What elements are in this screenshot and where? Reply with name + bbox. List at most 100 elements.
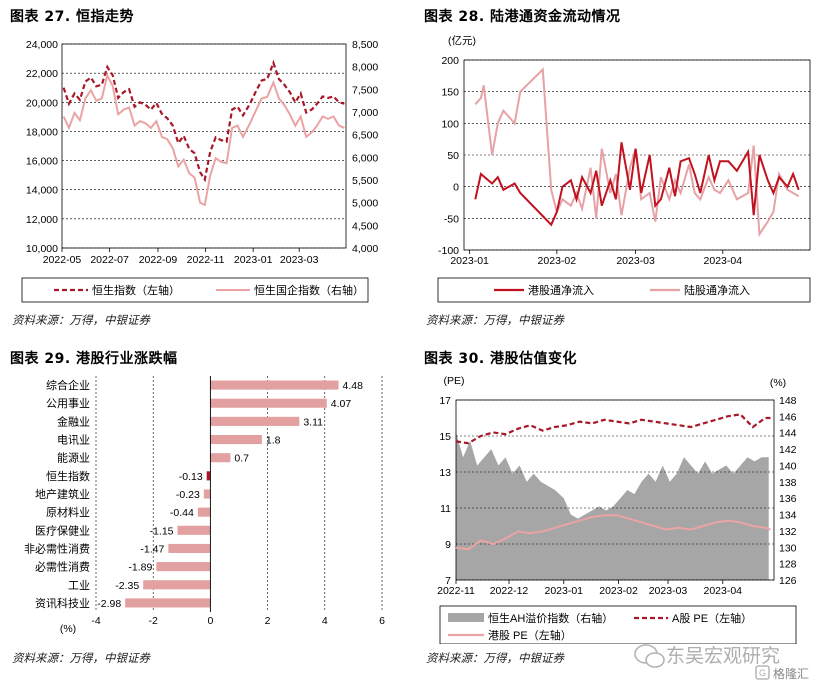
bar bbox=[156, 562, 211, 572]
y-right-tick-label: 5,000 bbox=[352, 198, 378, 210]
y-left-tick-label: 24,000 bbox=[26, 39, 58, 51]
x-tick-label: 2022-11 bbox=[437, 585, 475, 597]
x-tick-label: 2023-04 bbox=[704, 255, 743, 267]
y-right-tick-label: 144 bbox=[779, 428, 797, 440]
x-tick-label: 2023-02 bbox=[538, 255, 577, 267]
chart28-title: 图表 28. 陆港通资金流动情况 bbox=[424, 9, 621, 25]
x-tick-label: 2022-11 bbox=[187, 254, 225, 266]
y-left-tick-label: 14,000 bbox=[26, 185, 58, 197]
category-label: 必需性消费 bbox=[35, 560, 90, 574]
x-tick-label: 4 bbox=[322, 615, 328, 627]
bar bbox=[177, 525, 211, 535]
y-left-tick-label: 7 bbox=[445, 575, 451, 587]
chart29-title: 图表 29. 港股行业涨跌幅 bbox=[10, 351, 178, 367]
y-right-tick-label: 8,000 bbox=[352, 62, 378, 74]
y-left-tick-label: 20,000 bbox=[26, 97, 58, 109]
chart28-connect-flows: (亿元) -100 -50 0 50 100 150 200 2023-01 2023-02 202… bbox=[437, 34, 811, 303]
series-ah-premium-area bbox=[456, 432, 769, 580]
y-tick-label: 200 bbox=[441, 55, 459, 67]
bar bbox=[206, 471, 211, 481]
value-label: 1.8 bbox=[266, 435, 281, 447]
x-tick-label: 2022-09 bbox=[139, 254, 178, 266]
value-label: 0.7 bbox=[234, 453, 249, 465]
watermark-brand: 格隆汇 bbox=[773, 666, 809, 681]
y-left-tick-label: 22,000 bbox=[26, 68, 58, 80]
y-tick-label: 50 bbox=[447, 150, 459, 162]
category-label: 原材料业 bbox=[46, 505, 90, 519]
bar bbox=[168, 543, 211, 553]
y-right-tick-label: 8,500 bbox=[352, 39, 378, 51]
category-label: 能源业 bbox=[57, 451, 90, 465]
chart30-title: 图表 30. 港股估值变化 bbox=[424, 351, 578, 367]
y-right-tick-label: 130 bbox=[779, 542, 797, 554]
x-unit-label: (%) bbox=[60, 623, 76, 635]
x-tick-label: 2023-04 bbox=[703, 585, 742, 597]
bar bbox=[125, 598, 211, 608]
chart28-frame: (亿元) -100 -50 0 50 100 150 200 2023-01 2023-02 202… bbox=[420, 30, 828, 310]
legend-label-hsi: 恒生指数（左轴） bbox=[92, 283, 180, 297]
plot-frame bbox=[455, 399, 775, 581]
glh-logo-icon: G bbox=[755, 665, 770, 680]
legend-label-a-pe: A股 PE（左轴） bbox=[672, 611, 752, 625]
y-right-tick-label: 138 bbox=[779, 477, 797, 489]
bar bbox=[210, 453, 231, 463]
bar bbox=[203, 489, 211, 499]
category-label: 公用事业 bbox=[46, 397, 90, 410]
x-tick-label: 0 bbox=[207, 615, 213, 627]
chart27-title: 图表 27. 恒指走势 bbox=[10, 9, 135, 25]
value-label: -0.44 bbox=[170, 507, 194, 519]
y-left-tick-label: 15 bbox=[439, 431, 451, 443]
chart30-frame: (PE) (%) 7 9 11 13 15 17 126 128 130 132 134 136 138 14… bbox=[420, 370, 828, 645]
y-right-tick-label: 136 bbox=[779, 493, 797, 505]
plot-frame bbox=[463, 59, 811, 251]
category-label: 医疗保健业 bbox=[35, 523, 90, 537]
category-label: 电讯业 bbox=[57, 434, 90, 447]
value-label: -2.98 bbox=[97, 598, 121, 610]
y-left-unit-label: (PE) bbox=[444, 375, 465, 387]
value-label: 4.48 bbox=[343, 380, 364, 392]
value-label: 4.07 bbox=[331, 398, 352, 410]
x-tick-label: 2023-03 bbox=[616, 255, 655, 267]
y-right-tick-label: 7,500 bbox=[352, 84, 378, 96]
chart29-frame: -4 -2 0 2 4 6 (%) 综合企业 4.48 公用事业 4.07 金融业 3.11 电讯业 1.8… bbox=[6, 370, 398, 644]
legend-label-southbound: 港股通净流入 bbox=[528, 283, 594, 297]
bar bbox=[210, 435, 262, 445]
y-right-unit-label: (%) bbox=[770, 377, 786, 389]
legend-box bbox=[439, 605, 797, 645]
plot-frame bbox=[61, 43, 347, 249]
legend-box bbox=[437, 277, 811, 303]
category-label: 地产建筑业 bbox=[35, 487, 90, 501]
legend-swatch-ah bbox=[448, 613, 484, 622]
y-left-tick-label: 11 bbox=[440, 503, 451, 515]
chart30-valuation: (PE) (%) 7 9 11 13 15 17 126 128 130 132 134 136 138 14… bbox=[437, 375, 797, 645]
x-tick-label: -4 bbox=[91, 615, 100, 627]
y-left-tick-label: 10,000 bbox=[26, 243, 58, 255]
x-tick-label: 2023-01 bbox=[234, 254, 273, 266]
y-tick-label: 100 bbox=[441, 118, 459, 130]
x-tick-label: 2022-05 bbox=[43, 254, 82, 266]
category-label: 资讯科技业 bbox=[35, 596, 90, 610]
y-right-tick-label: 142 bbox=[779, 444, 797, 456]
series-southbound-line bbox=[474, 142, 800, 227]
x-tick-label: -2 bbox=[149, 615, 158, 627]
y-left-tick-label: 9 bbox=[445, 539, 451, 551]
bar bbox=[210, 398, 327, 408]
y-right-tick-label: 148 bbox=[779, 395, 797, 407]
y-right-tick-label: 132 bbox=[779, 526, 797, 538]
value-label: -0.23 bbox=[176, 489, 200, 501]
chart28-source: 资料来源：万得，中银证券 bbox=[426, 313, 564, 327]
legend-label-northbound: 陆股通净流入 bbox=[684, 283, 750, 297]
y-left-tick-label: 18,000 bbox=[26, 126, 58, 138]
x-tick-label: 2023-03 bbox=[649, 585, 688, 597]
chart30-source: 资料来源：万得，中银证券 bbox=[426, 651, 564, 665]
y-left-tick-label: 13 bbox=[439, 467, 451, 479]
wechat-icon bbox=[634, 644, 665, 668]
y-unit-label: (亿元) bbox=[448, 34, 476, 47]
y-left-tick-label: 16,000 bbox=[26, 156, 58, 168]
category-label: 金融业 bbox=[57, 414, 90, 428]
watermark: 东吴宏观研究 G 格隆汇 bbox=[632, 634, 828, 682]
chart27-hsi-trend: 10,000 12,000 14,000 16,000 18,000 20,000 22,0… bbox=[21, 39, 378, 303]
x-tick-label: 2022-07 bbox=[90, 254, 129, 266]
value-label: -1.89 bbox=[128, 562, 152, 574]
y-right-tick-label: 4,000 bbox=[352, 243, 378, 255]
